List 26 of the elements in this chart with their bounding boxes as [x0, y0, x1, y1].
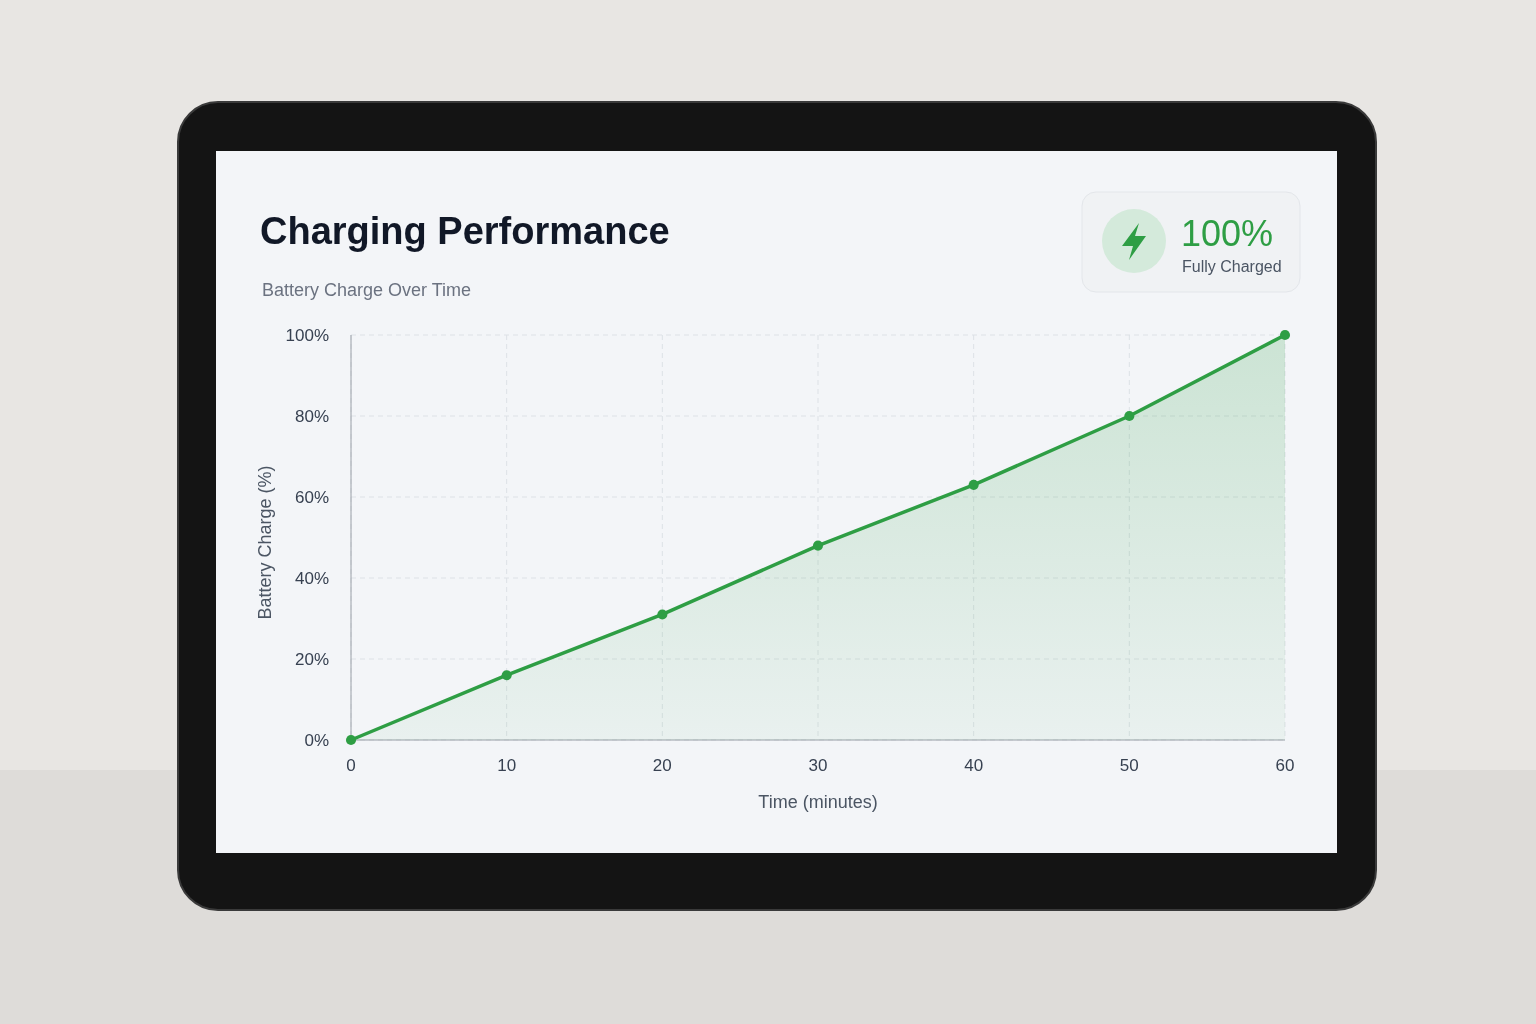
chart-title: Charging Performance [260, 210, 670, 252]
x-tick-label: 30 [808, 756, 828, 775]
chart-subtitle: Battery Charge Over Time [262, 280, 472, 300]
point [345, 734, 357, 746]
point [501, 670, 512, 681]
text: 100% [1181, 213, 1274, 254]
x-tick-label: 10 [497, 756, 517, 775]
y-axis-title: Battery Charge (%) [255, 465, 275, 620]
x-tick-label: 20 [652, 756, 672, 775]
point [968, 479, 979, 490]
y-tick-label: 0% [304, 730, 329, 750]
point [657, 609, 668, 620]
y-tick-label: 80% [294, 406, 329, 426]
point [1279, 329, 1291, 341]
x-tick-label: 50 [1119, 756, 1139, 775]
x-axis-title: Time (minutes) [758, 792, 878, 812]
point [812, 540, 824, 551]
y-tick-label: 60% [294, 487, 329, 507]
y-tick-label: 40% [294, 568, 329, 588]
x-tick-label: 40 [964, 756, 984, 775]
x-tick-label: 0 [346, 756, 356, 775]
y-tick-label: 20% [294, 649, 329, 669]
y-tick-label: 100% [285, 325, 329, 345]
text: Fully Charged [1182, 258, 1282, 275]
point [1124, 410, 1135, 422]
x-tick-label: 60 [1275, 756, 1295, 775]
